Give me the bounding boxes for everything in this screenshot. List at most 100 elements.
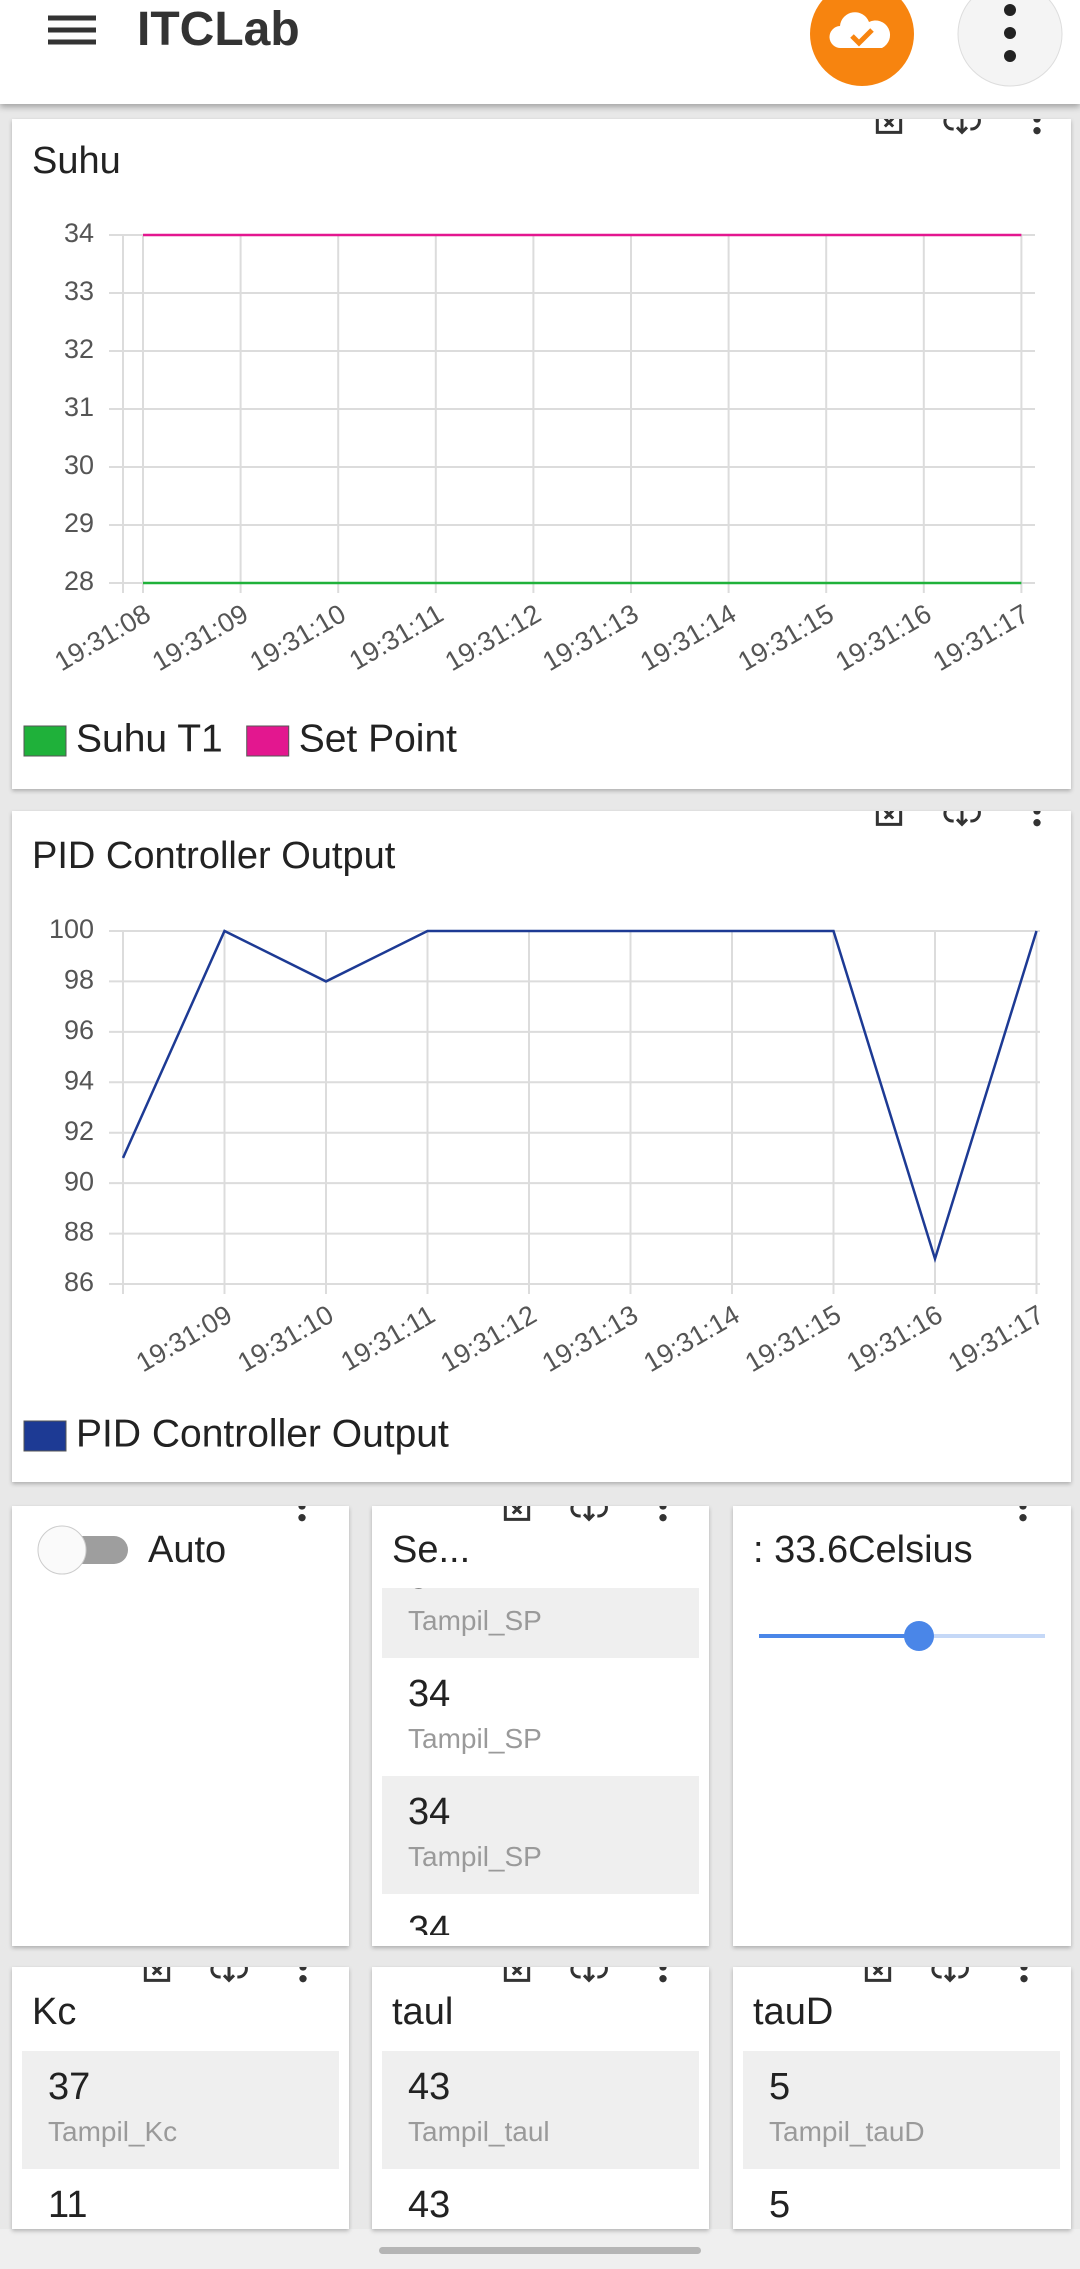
log-value: 34 — [408, 1588, 450, 1598]
log-value: 11 — [48, 2184, 88, 2226]
44[interactable] — [569, 1506, 609, 1526]
switch-label: Auto — [148, 1529, 227, 1571]
45[interactable] — [497, 1967, 537, 1987]
log-value: 5 — [769, 2066, 791, 2108]
slider-label: : 33.6Celsius — [753, 1529, 973, 1571]
log-item: 5 — [743, 2169, 1060, 2229]
chart-title: PID Controller Output — [32, 835, 396, 877]
45[interactable] — [869, 811, 909, 831]
44[interactable] — [282, 1506, 322, 1526]
cloud-status-button[interactable] — [806, 0, 918, 90]
log-label: Tampil_SP — [408, 1605, 542, 1636]
44[interactable] — [497, 1506, 537, 1526]
log-label: Tampil_tauD — [769, 2116, 925, 2147]
log-item: 34 Tampil_SP — [382, 1776, 699, 1894]
list-title: taul — [392, 1991, 454, 2033]
auto-switch[interactable] — [32, 1520, 152, 1580]
log-label: Tampil_SP — [408, 1841, 542, 1872]
log-item: 37 Tampil_Kc — [22, 2051, 339, 2169]
y-tick-label: 28 — [64, 566, 94, 596]
44[interactable] — [643, 1506, 683, 1526]
x-tick-label: 19:31:08 — [50, 598, 156, 677]
x-tick-label: 19:31:14 — [639, 1299, 745, 1378]
x-tick-label: 19:31:12 — [440, 598, 546, 677]
list-card: tauD 5 Tampil_tauD 5 — [733, 1967, 1071, 2229]
45[interactable] — [942, 811, 982, 831]
legend-swatch — [23, 725, 67, 757]
y-tick-label: 32 — [64, 334, 94, 364]
log-value: 43 — [408, 2184, 451, 2226]
legend-label: Set Point — [299, 717, 457, 760]
log-label: Tampil_SP — [408, 1723, 542, 1754]
log-list: 5 Tampil_tauD 5 — [743, 2051, 1060, 2229]
legend-swatch — [246, 725, 290, 757]
log-item: 5 Tampil_tauD — [743, 2051, 1060, 2169]
switch-card: Auto — [12, 1506, 349, 1946]
y-tick-label: 90 — [64, 1166, 94, 1196]
x-tick-label: 19:31:15 — [733, 598, 839, 677]
42[interactable] — [942, 119, 982, 139]
y-tick-label: 100 — [49, 914, 94, 944]
42[interactable] — [1017, 119, 1057, 139]
x-tick-label: 19:31:14 — [635, 598, 741, 677]
log-label: Tampil_Kc — [48, 2116, 178, 2147]
list-card: Se... 34 Tampil_SP 34 Tampil_SP 34 Tampil_SP 34 — [372, 1506, 709, 1946]
x-tick-label: 19:31:11 — [336, 1299, 440, 1377]
45[interactable] — [137, 1967, 177, 1987]
42[interactable] — [869, 119, 909, 139]
menu-button[interactable] — [44, 8, 100, 52]
log-value: 43 — [408, 2066, 451, 2108]
44[interactable] — [1003, 1506, 1043, 1526]
45[interactable] — [930, 1967, 970, 1987]
45[interactable] — [1017, 811, 1057, 831]
data-line — [121, 929, 1038, 1264]
log-label: Tampil_taul — [408, 2116, 550, 2147]
slider[interactable] — [733, 1606, 1071, 1666]
y-tick-label: 29 — [64, 508, 94, 538]
45[interactable] — [209, 1967, 249, 1987]
log-list: 37 Tampil_Kc 11 — [22, 2051, 339, 2229]
log-list: 43 Tampil_taul 43 — [382, 2051, 699, 2229]
list-title: Se... — [392, 1529, 471, 1571]
y-tick-label: 88 — [64, 1217, 94, 1247]
chart-card: Suhu 28 29 30 31 32 33 34 19:31:08 19:31:09 19:31… — [12, 119, 1071, 789]
y-tick-label: 31 — [64, 392, 94, 422]
list-card: Kc 37 Tampil_Kc 11 — [12, 1967, 349, 2229]
x-tick-label: 19:31:17 — [928, 598, 1034, 677]
45[interactable] — [283, 1967, 323, 1987]
45[interactable] — [569, 1967, 609, 1987]
45[interactable] — [643, 1967, 683, 1987]
x-tick-label: 19:31:11 — [344, 598, 448, 676]
x-tick-label: 19:31:09 — [147, 598, 253, 677]
more-button[interactable] — [954, 0, 1066, 90]
x-tick-label: 19:31:17 — [943, 1299, 1049, 1378]
home-handle[interactable] — [379, 2247, 701, 2254]
45[interactable] — [1004, 1967, 1044, 1987]
log-value: 34 — [408, 1791, 451, 1833]
log-list: 34 Tampil_SP 34 Tampil_SP 34 Tampil_SP 34 — [382, 1588, 699, 1935]
y-tick-label: 94 — [64, 1065, 94, 1095]
y-tick-label: 86 — [64, 1267, 94, 1297]
45[interactable] — [858, 1967, 898, 1987]
y-tick-label: 33 — [64, 276, 94, 306]
log-item: 34 Tampil_SP — [382, 1588, 699, 1658]
x-tick-label: 19:31:16 — [830, 598, 936, 677]
y-tick-label: 34 — [64, 218, 94, 248]
y-tick-label: 30 — [64, 450, 94, 480]
slider-card: : 33.6Celsius — [733, 1506, 1071, 1946]
chart: 2829303132333419:31:0819:31:0919:31:1019… — [23, 218, 1035, 760]
x-tick-label: 19:31:16 — [842, 1299, 948, 1378]
log-item: 43 — [382, 2169, 699, 2229]
chart-title: Suhu — [32, 140, 121, 182]
x-tick-label: 19:31:10 — [233, 1299, 339, 1378]
list-title: tauD — [753, 1991, 834, 2033]
log-value: 34 — [408, 1909, 451, 1935]
legend-swatch — [23, 1420, 67, 1452]
legend-label: PID Controller Output — [76, 1412, 449, 1455]
legend-label: Suhu T1 — [76, 717, 223, 760]
list-title: Kc — [32, 1991, 77, 2033]
x-tick-label: 19:31:12 — [436, 1299, 542, 1378]
log-item: 34 Tampil_SP — [382, 1658, 699, 1776]
x-tick-label: 19:31:15 — [740, 1299, 846, 1378]
